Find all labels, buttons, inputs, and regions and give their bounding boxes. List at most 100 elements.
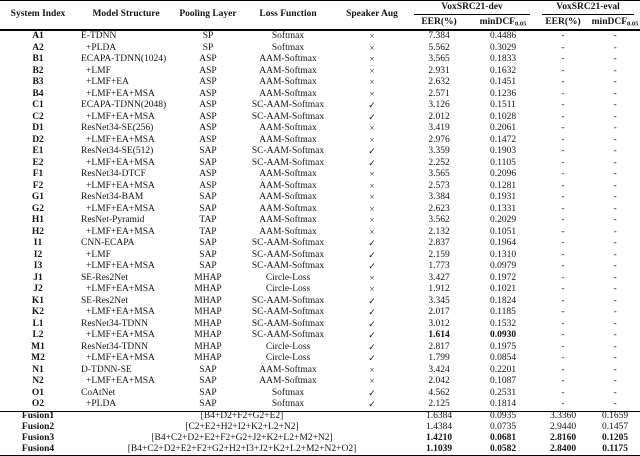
loss-function-cell: SC-AAM-Softmax: [251, 307, 325, 317]
pooling-layer-cell: SAP: [199, 261, 217, 271]
system-index-cell: H1: [31, 215, 45, 225]
loss-function-cell: SC-AAM-Softmax: [251, 146, 325, 156]
dev-eer-cell: 2.817: [428, 341, 450, 352]
eval-eer-cell: -: [561, 318, 565, 329]
fusion-row-Fusion3: Fusion3 [B4+C2+D2+E2+F2+G2+J2+K2+L2+M2+N2…: [0, 433, 640, 444]
result-row-O1: O1 CoAtNet SAP Softmax ✓ 4.562 0.2531 - -: [0, 388, 640, 400]
loss-function-cell: AAM-Softmax: [259, 180, 317, 191]
model-structure-cell: ResNet34-DTCF: [81, 169, 146, 179]
model-structure-cell: ResNet34-BAM: [81, 192, 144, 202]
result-row-B1: B1 ECAPA-TDNN(1024) ASP AAM-Softmax × 3.565 0.…: [0, 54, 640, 66]
eval-mindcf-cell: -: [613, 387, 617, 398]
fusion-name-cell: Fusion4: [0, 444, 76, 456]
dev-mindcf-cell: 0.1105: [490, 157, 516, 168]
dev-eer-cell: 2.042: [428, 376, 450, 386]
group-eval-label: VoxSRC21-eval: [542, 2, 635, 16]
dev-mindcf-cell: 0.0582: [470, 444, 537, 456]
speaker-aug-cell: ×: [369, 192, 375, 203]
result-row-F1: F1 ResNet34-DTCF ASP AAM-Softmax × 3.565 0.209…: [0, 169, 640, 181]
pooling-layer-cell: ASP: [199, 123, 217, 133]
dev-eer-cell: 3.345: [428, 295, 450, 306]
dev-eer-cell: 2.252: [428, 157, 450, 168]
eval-mindcf-cell: 0.1205: [601, 433, 629, 443]
loss-function-cell: SC-AAM-Softmax: [251, 261, 325, 271]
pooling-layer-cell: ASP: [199, 65, 217, 76]
model-structure-cell: +LMF: [86, 249, 111, 260]
eval-eer-cell: 2.8400: [536, 444, 591, 456]
system-index-cell: M2: [31, 353, 45, 363]
dev-eer-cell: 1.912: [428, 284, 450, 294]
dev-eer-cell: 1.4210: [425, 433, 453, 443]
loss-function-cell: AAM-Softmax: [259, 54, 317, 64]
speaker-aug-cell: ×: [369, 284, 375, 295]
model-structure-cell: E-TDNN: [81, 31, 117, 41]
pooling-layer-cell: MHAP: [194, 272, 222, 283]
dev-eer-cell: 3.012: [428, 318, 450, 329]
system-index-cell: J1: [33, 272, 43, 283]
pooling-layer-cell: MHAP: [194, 341, 222, 352]
loss-function-cell: SC-AAM-Softmax: [251, 238, 325, 248]
eval-mindcf-cell: -: [613, 341, 617, 352]
dev-mindcf-cell: 0.0735: [489, 422, 517, 433]
fusion-name-cell: Fusion1: [0, 410, 76, 423]
dev-mindcf-cell: 0.1451: [489, 77, 517, 87]
dev-eer-cell: 2.571: [428, 88, 450, 99]
eval-eer-cell: -: [561, 376, 565, 386]
model-structure-cell: +LMF+EA+MSA: [86, 353, 155, 363]
fusion-combination-cell: [B4+C2+D2+E2+F2+G2+H2+I3+J2+K2+L2+M2+N2+…: [76, 444, 408, 456]
dev-mindcf-cell: 0.0979: [489, 261, 517, 271]
eval-eer-cell: -: [561, 226, 565, 237]
model-structure-cell: SE-Res2Net: [81, 295, 128, 306]
eval-mindcf-cell: -: [613, 238, 617, 248]
eval-eer-cell: -: [561, 284, 565, 294]
eval-eer-cell: -: [561, 364, 565, 375]
eval-mindcf-cell: -: [613, 157, 617, 168]
eval-eer-cell: -: [561, 157, 565, 168]
speaker-aug-cell: ×: [369, 65, 375, 76]
loss-function-cell: AAM-Softmax: [259, 88, 317, 99]
eval-mindcf-cell: -: [613, 226, 617, 237]
eval-mindcf-cell: -: [613, 215, 617, 225]
loss-function-cell: Circle-Loss: [265, 341, 311, 352]
mindcf-eval-label: minDCF: [591, 16, 628, 27]
eval-eer-cell: -: [561, 146, 565, 156]
dev-mindcf-cell: 0.1021: [489, 284, 517, 294]
eval-mindcf-cell: -: [613, 272, 617, 283]
dev-mindcf-cell: 0.1833: [489, 54, 517, 64]
result-row-G1: G1 ResNet34-BAM SAP AAM-Softmax × 3.384 0.1931…: [0, 192, 640, 204]
dev-mindcf-cell: 0.1511: [490, 100, 516, 110]
dev-mindcf-cell: 0.0935: [470, 410, 537, 423]
pooling-layer-cell: TAP: [199, 226, 217, 237]
header-system-index: System Index: [0, 0, 76, 31]
pooling-layer-cell: MHAP: [194, 353, 222, 363]
system-index-cell: B3: [32, 77, 44, 87]
eval-eer-cell: -: [561, 100, 565, 110]
eval-eer-cell: 2.8160: [549, 433, 577, 443]
system-index-cell: J2: [33, 284, 43, 294]
pooling-layer-cell: ASP: [199, 111, 217, 122]
speaker-aug-cell: ×: [369, 203, 375, 214]
dev-eer-cell: 1.6384: [408, 410, 470, 423]
system-index-cell: C1: [32, 100, 44, 110]
dev-mindcf-cell: 0.1931: [489, 192, 517, 202]
model-structure-cell: +PLDA: [86, 399, 117, 409]
eval-eer-cell: -: [561, 123, 565, 133]
dev-eer-cell: 2.159: [428, 249, 450, 260]
eval-mindcf-cell: -: [613, 42, 617, 53]
model-structure-cell: D-TDNN-SE: [81, 364, 132, 375]
result-row-N1: N1 D-TDNN-SE SAP AAM-Softmax × 3.424 0.2201 - -: [0, 365, 640, 377]
pooling-layer-cell: SAP: [199, 157, 217, 168]
speaker-aug-cell: ✓: [368, 157, 376, 168]
fusion-row-Fusion1: Fusion1 [B4+D2+F2+G2+E2] 1.6384 0.0935 3.336…: [0, 410, 640, 423]
model-structure-cell: +LMF+EA: [86, 77, 129, 87]
dev-eer-cell: 1.773: [428, 261, 450, 271]
pooling-layer-cell: MHAP: [194, 284, 222, 294]
model-structure-cell: CoAtNet: [81, 387, 116, 398]
dev-eer-cell: 3.419: [428, 123, 450, 133]
dev-mindcf-cell: 0.1814: [489, 399, 517, 409]
result-row-I3: I3 +LMF+EA+MSA SAP SC-AAM-Softmax ✓ 1.773 0.09…: [0, 261, 640, 273]
eval-eer-cell: -: [561, 203, 565, 214]
loss-function-cell: AAM-Softmax: [259, 203, 317, 214]
eval-mindcf-cell: 0.1659: [590, 410, 640, 423]
system-index-cell: E1: [32, 146, 44, 156]
